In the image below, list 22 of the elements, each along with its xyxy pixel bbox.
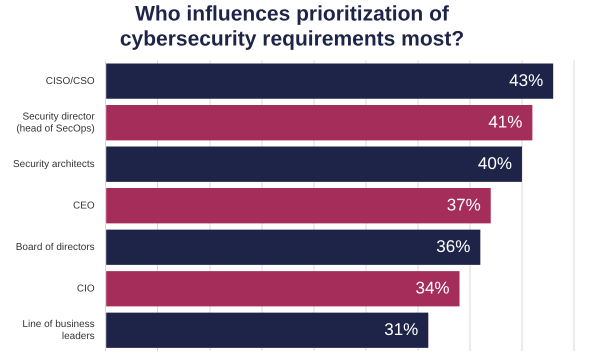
bar	[106, 271, 460, 306]
data-label: 31%	[384, 320, 418, 339]
y-tick-label: Board of directors	[16, 242, 95, 253]
y-tick-label: Security architects	[12, 158, 95, 170]
data-label: 36%	[436, 236, 470, 256]
y-tick-label: CIO	[76, 283, 95, 294]
bar	[106, 146, 522, 182]
data-label: 41%	[488, 112, 522, 132]
data-label: 37%	[446, 195, 481, 214]
bar	[106, 105, 532, 140]
y-tick-label: Security director (head of SecOps)	[16, 111, 96, 134]
bar	[106, 188, 491, 224]
data-label: 34%	[415, 278, 450, 298]
bar	[106, 312, 428, 348]
data-label: 40%	[478, 154, 512, 173]
y-tick-label: CEO	[73, 200, 95, 212]
chart-title: Who influences prioritization of cybersecurity requirements most?	[120, 2, 464, 51]
data-label: 43%	[509, 70, 544, 90]
bar	[106, 64, 554, 99]
bar	[106, 230, 480, 265]
y-tick-label: Line of business leaders	[22, 318, 95, 342]
y-tick-label: CISO/CSO	[46, 76, 95, 87]
